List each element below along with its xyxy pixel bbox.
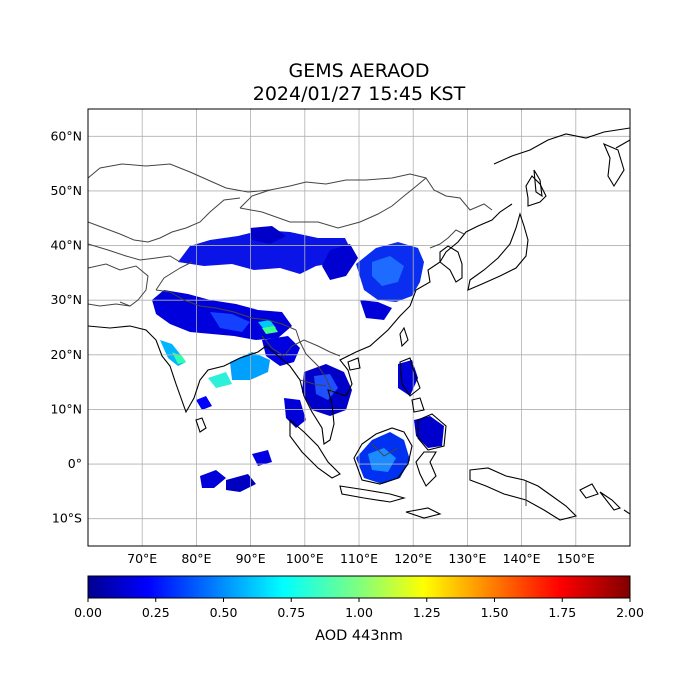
- lat-tick-label: 40°N: [50, 238, 82, 253]
- colorbar-ticks: 0.00 0.25 0.50 0.75 1.00 1.25 1.50 1.75 2.00: [74, 598, 644, 620]
- lon-tick-label: 70°E: [127, 551, 157, 566]
- map-title: GEMS AERAOD: [288, 60, 430, 82]
- colorbar-label: AOD 443nm: [315, 628, 403, 644]
- lat-tick-label: 10°N: [50, 401, 82, 416]
- colorbar-tick-label: 1.50: [481, 605, 509, 620]
- aod-data-layer: [152, 226, 444, 492]
- lat-tick-label: 60°N: [50, 128, 82, 143]
- lon-tick-label: 100°E: [286, 551, 324, 566]
- colorbar-tick-label: 1.00: [345, 605, 373, 620]
- colorbar-tick-label: 1.25: [413, 605, 441, 620]
- lon-tick-label: 140°E: [503, 551, 541, 566]
- colorbar-tick-label: 0.50: [210, 605, 238, 620]
- lon-tick-label: 90°E: [236, 551, 266, 566]
- colorbar-tick-label: 0.00: [74, 605, 102, 620]
- lat-tick-label: 30°N: [50, 292, 82, 307]
- map-gridlines: [88, 109, 630, 546]
- coastlines: [88, 127, 630, 521]
- country-borders: [88, 163, 527, 506]
- longitude-labels: 70°E 80°E 90°E 100°E 110°E 120°E 130°E 140°E 150…: [127, 551, 595, 566]
- lon-tick-label: 80°E: [181, 551, 211, 566]
- lat-tick-label: 20°N: [50, 347, 82, 362]
- map-frame: [87, 108, 631, 547]
- colorbar-tick-label: 2.00: [616, 605, 644, 620]
- latitude-labels: 60°N 50°N 40°N 30°N 20°N 10°N 0° 10°S: [50, 128, 82, 525]
- colorbar: [87, 575, 631, 599]
- map-subtitle-datetime: 2024/01/27 15:45 KST: [252, 83, 466, 105]
- colorbar-tick-label: 0.75: [277, 605, 305, 620]
- colorbar-tick-label: 0.25: [142, 605, 170, 620]
- lat-tick-label: 50°N: [50, 183, 82, 198]
- lon-tick-label: 120°E: [394, 551, 432, 566]
- lat-tick-label: 10°S: [52, 511, 82, 526]
- lon-tick-label: 110°E: [340, 551, 378, 566]
- lat-tick-label: 0°: [68, 456, 82, 471]
- lon-tick-label: 150°E: [557, 551, 595, 566]
- lon-tick-label: 130°E: [448, 551, 486, 566]
- colorbar-tick-label: 1.75: [548, 605, 576, 620]
